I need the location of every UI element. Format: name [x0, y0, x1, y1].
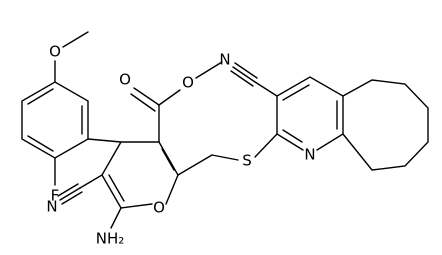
- bond: [158, 89, 181, 106]
- bond: [87, 138, 122, 143]
- pyran-ring: [101, 141, 179, 209]
- double-bond: [161, 148, 175, 171]
- atom-label: F: [51, 187, 60, 205]
- atom-label: S: [242, 152, 252, 170]
- double-bond: [282, 84, 310, 101]
- atom-label: N: [219, 51, 230, 69]
- atom-label: N: [304, 146, 315, 164]
- atom-label: O: [119, 71, 131, 89]
- atom-label: O: [49, 43, 61, 61]
- cycloheptane-ring: [342, 79, 429, 171]
- double-bond: [108, 174, 125, 202]
- double-bond: [27, 135, 54, 152]
- triple-bond: [232, 66, 256, 83]
- double-bond: [27, 88, 54, 105]
- triple-bond: [61, 191, 83, 205]
- bond: [195, 61, 223, 79]
- atom-labels: O F N NH₂ O O O S N N: [46, 43, 315, 248]
- bond: [254, 133, 278, 158]
- triple-bond: [230, 70, 254, 87]
- bond: [79, 174, 103, 189]
- double-bond: [133, 87, 160, 106]
- bond: [62, 31, 89, 48]
- triple-bond: [234, 62, 258, 79]
- bond: [211, 154, 239, 161]
- triple-bond: [59, 187, 81, 201]
- bond: [254, 81, 278, 97]
- pyridine-ring: [276, 76, 344, 151]
- double-bond: [282, 129, 303, 143]
- atom-label: N: [46, 198, 57, 216]
- benzene-ring: [21, 81, 89, 159]
- atom-label: O: [153, 199, 165, 217]
- double-bond: [130, 93, 156, 112]
- bond: [110, 207, 122, 229]
- triple-bond: [57, 183, 79, 197]
- bonds: [21, 31, 429, 229]
- bond: [177, 154, 213, 176]
- atom-label: O: [182, 74, 194, 92]
- atom-label: NH₂: [96, 230, 125, 248]
